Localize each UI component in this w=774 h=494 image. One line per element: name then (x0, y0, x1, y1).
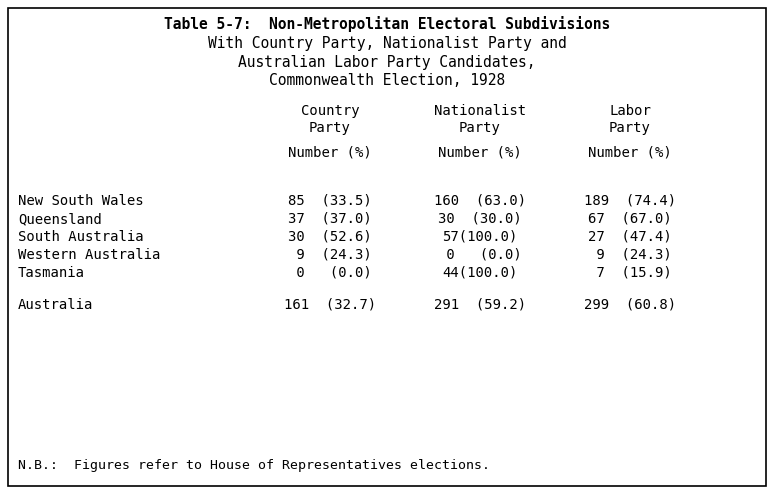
Text: 189  (74.4): 189 (74.4) (584, 194, 676, 208)
Text: Australia: Australia (18, 298, 94, 312)
Text: With Country Party, Nationalist Party and: With Country Party, Nationalist Party an… (207, 36, 567, 51)
Text: Labor: Labor (609, 104, 651, 118)
Text: Number (%): Number (%) (588, 146, 672, 160)
Text: 30  (52.6): 30 (52.6) (288, 230, 372, 244)
Text: Number (%): Number (%) (438, 146, 522, 160)
Text: 37  (37.0): 37 (37.0) (288, 212, 372, 226)
Text: Australian Labor Party Candidates,: Australian Labor Party Candidates, (238, 55, 536, 70)
Text: 161  (32.7): 161 (32.7) (284, 298, 376, 312)
Text: Western Australia: Western Australia (18, 248, 160, 262)
Text: 160  (63.0): 160 (63.0) (434, 194, 526, 208)
Text: Party: Party (609, 121, 651, 135)
Text: 85  (33.5): 85 (33.5) (288, 194, 372, 208)
Text: Queensland: Queensland (18, 212, 101, 226)
Text: 291  (59.2): 291 (59.2) (434, 298, 526, 312)
Text: 7  (15.9): 7 (15.9) (588, 266, 672, 280)
Text: Number (%): Number (%) (288, 146, 372, 160)
Text: N.B.:  Figures refer to House of Representatives elections.: N.B.: Figures refer to House of Represen… (18, 459, 490, 472)
Text: 0   (0.0): 0 (0.0) (288, 266, 372, 280)
Text: 9  (24.3): 9 (24.3) (288, 248, 372, 262)
Text: 44(100.0): 44(100.0) (442, 266, 518, 280)
Text: South Australia: South Australia (18, 230, 144, 244)
Text: Commonwealth Election, 1928: Commonwealth Election, 1928 (269, 73, 505, 88)
Text: 299  (60.8): 299 (60.8) (584, 298, 676, 312)
Text: 27  (47.4): 27 (47.4) (588, 230, 672, 244)
Text: Table 5-7:  Non-Metropolitan Electoral Subdivisions: Table 5-7: Non-Metropolitan Electoral Su… (164, 16, 610, 32)
Text: 0   (0.0): 0 (0.0) (438, 248, 522, 262)
Text: Tasmania: Tasmania (18, 266, 85, 280)
Text: 30  (30.0): 30 (30.0) (438, 212, 522, 226)
Text: Country: Country (300, 104, 359, 118)
Text: New South Wales: New South Wales (18, 194, 144, 208)
Text: Party: Party (309, 121, 351, 135)
Text: 9  (24.3): 9 (24.3) (588, 248, 672, 262)
Text: Party: Party (459, 121, 501, 135)
Text: Nationalist: Nationalist (434, 104, 526, 118)
Text: 67  (67.0): 67 (67.0) (588, 212, 672, 226)
Text: 57(100.0): 57(100.0) (442, 230, 518, 244)
